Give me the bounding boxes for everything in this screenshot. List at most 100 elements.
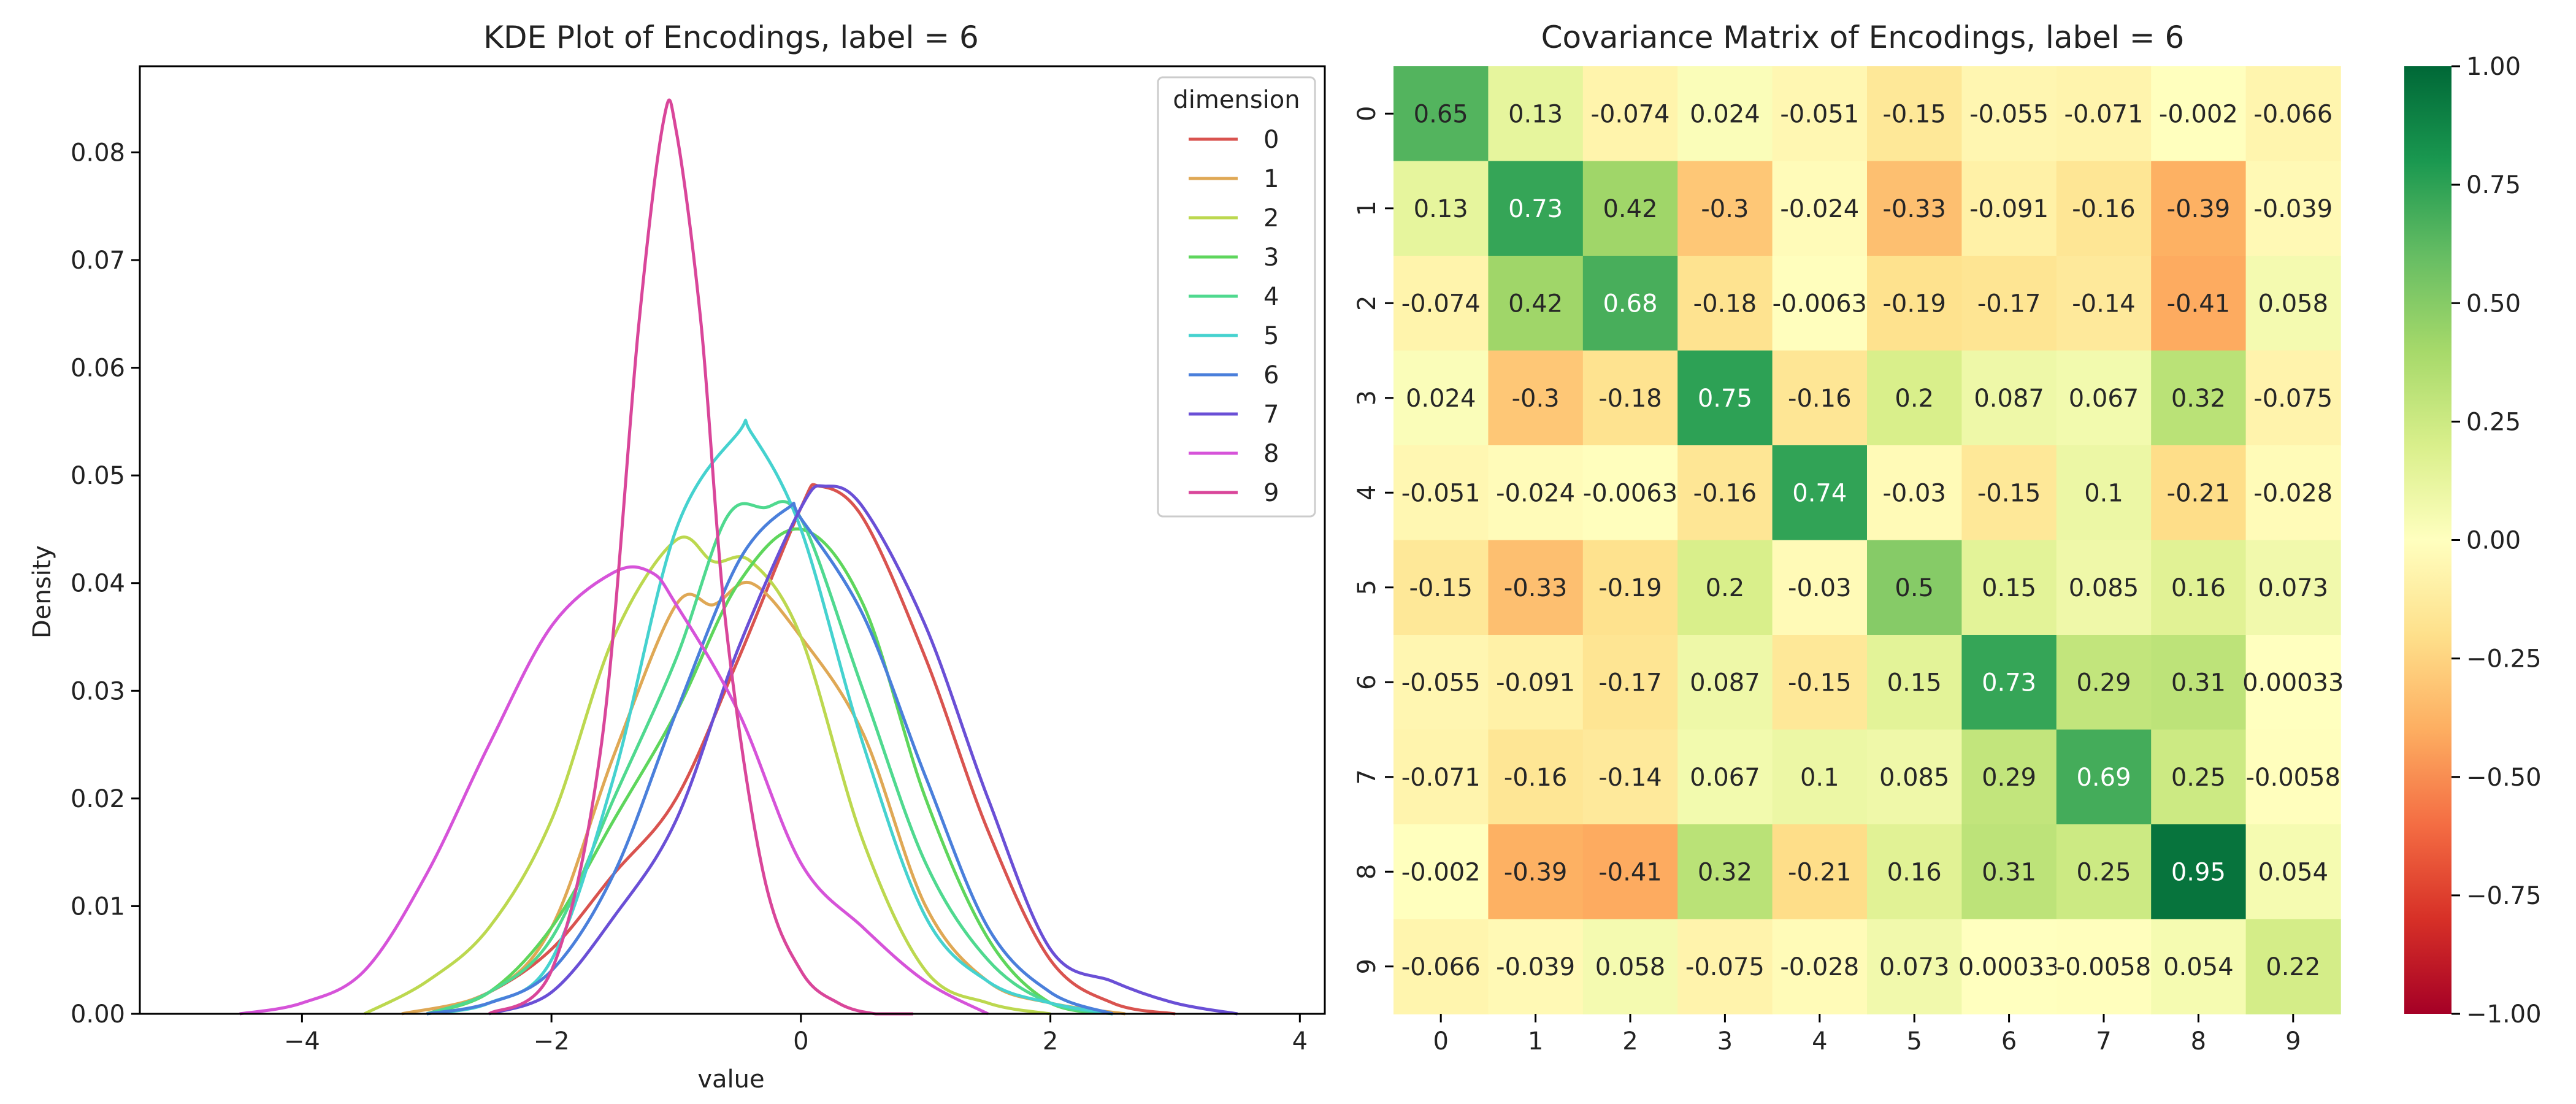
kde-plot: KDE Plot of Encodings, label = 6 value D… [28,20,1326,1094]
kde-y-tick-label: 0.01 [71,892,125,921]
heatmap-cell [2151,540,2247,635]
heatmap-x-tick-label: 2 [1622,1027,1638,1056]
heatmap-cell-label: 0.2 [1895,385,1934,413]
heatmap-cell [1961,824,2057,920]
heatmap-cell-label: 0.95 [2171,858,2226,886]
heatmap-cell-label: -0.066 [1401,953,1481,981]
heatmap-cell-label: -0.15 [1882,100,1946,128]
heatmap-cell [1582,824,1678,920]
heatmap-cell-label: 0.058 [1595,953,1666,981]
kde-curve-4 [426,500,1113,1016]
heatmap-cell [1867,824,1963,920]
kde-x-tick-label: −4 [284,1027,320,1056]
kde-legend-label-8: 8 [1263,440,1279,468]
heatmap-cell [1867,350,1963,446]
kde-y-tick-label: 0.06 [71,355,125,383]
kde-y-tick-label: 0.02 [71,785,125,813]
heatmap-cell-label: -0.075 [1685,953,1765,981]
heatmap-cell [2056,445,2152,541]
kde-legend-label-1: 1 [1263,165,1279,193]
heatmap-cell-label: -0.18 [1598,385,1662,413]
heatmap-cell [2151,824,2247,920]
heatmap-cell [2245,635,2341,730]
kde-legend-label-4: 4 [1263,283,1279,311]
heatmap-cell-label: -0.051 [1401,479,1481,507]
heatmap-cell [2056,66,2152,162]
heatmap-cell [1961,729,2057,825]
heatmap-cell-label: 0.31 [2171,669,2226,697]
heatmap-y-tick-label: 3 [1353,390,1381,405]
heatmap-cell-label: -0.0063 [1583,479,1677,507]
heatmap-cell-label: -0.41 [2167,289,2231,318]
heatmap-cell-label: -0.17 [1598,669,1662,697]
kde-y-tick-label: 0.04 [71,570,125,598]
kde-legend-label-9: 9 [1263,479,1279,507]
heatmap-cell-label: -0.091 [1969,195,2049,223]
heatmap-cell [1393,445,1489,541]
heatmap-cell [1772,256,1868,351]
colorbar-tick-label: −0.25 [2466,645,2542,673]
heatmap-x-tick-label: 0 [1433,1027,1448,1056]
heatmap-cell-label: 0.085 [1879,764,1950,792]
heatmap-cell [1867,161,1963,256]
kde-legend-label-5: 5 [1263,322,1279,350]
kde-y-axis-label: Density [28,545,56,638]
heatmap-cell-label: -0.002 [2159,100,2238,128]
heatmap-cell-label: 0.087 [1974,385,2044,413]
heatmap-cell [2056,540,2152,635]
heatmap-x-tick-label: 4 [1812,1027,1827,1056]
heatmap-cell [1961,256,2057,351]
heatmap-cell-label: 0.25 [2171,764,2226,792]
heatmap-cell [2245,729,2341,825]
heatmap-cell-label: 0.087 [1690,669,1760,697]
kde-legend-title: dimension [1173,86,1300,114]
heatmap-cell [2151,161,2247,256]
heatmap-cell-label: 0.067 [1690,764,1760,792]
heatmap-cell [1772,540,1868,635]
kde-x-tick-label: 4 [1292,1027,1308,1056]
heatmap-cell [1772,729,1868,825]
heatmap-cell [2056,635,2152,730]
heatmap-cell [1582,540,1678,635]
heatmap-cell-label: -0.14 [1598,764,1662,792]
heatmap-cell [1393,919,1489,1014]
heatmap-cell [1582,445,1678,541]
heatmap-cell-label: 0.00033 [2242,669,2344,697]
heatmap-cell [1867,66,1963,162]
heatmap-cell-label: 0.085 [2069,574,2139,602]
heatmap-cell-label: 0.1 [1800,764,1839,792]
heatmap-y-tick-label: 4 [1353,485,1381,500]
kde-y-tick-label: 0.07 [71,247,125,275]
heatmap-cell-label: -0.16 [1788,385,1852,413]
kde-curve-2 [363,535,1051,1016]
kde-curve-0 [426,483,1176,1016]
heatmap-cell [1582,729,1678,825]
heatmap-cell-label: -0.14 [2072,289,2136,318]
heatmap-cell [1961,350,2057,446]
heatmap-cell [2245,919,2341,1014]
kde-curves [239,98,1238,1016]
heatmap-cell [1582,161,1678,256]
heatmap-cell-label: 0.29 [2076,669,2131,697]
heatmap-cell [2056,256,2152,351]
heatmap-cell [2151,919,2247,1014]
heatmap-cell-label: 0.22 [2266,953,2320,981]
heatmap-cell-label: -0.039 [1496,953,1575,981]
heatmap-cell-label: 0.024 [1406,385,1476,413]
heatmap-cell-label: 0.42 [1603,195,1657,223]
kde-legend-label-6: 6 [1263,361,1279,389]
heatmap-cell [2245,350,2341,446]
heatmap-cell-label: 0.74 [1792,479,1847,507]
colorbar-tick-label: −0.75 [2466,882,2542,910]
heatmap-cell-label: -0.17 [1977,289,2041,318]
heatmap-cell-label: -0.074 [1401,289,1481,318]
heatmap-cell [1772,635,1868,730]
heatmap-y-tick-label: 2 [1353,296,1381,311]
colorbar-tick-label: 0.25 [2466,408,2521,436]
heatmap-cell-label: 0.15 [1982,574,2036,602]
heatmap-cell [1393,256,1489,351]
heatmap-cell [1867,540,1963,635]
heatmap-cell [2245,824,2341,920]
heatmap-cell [1772,919,1868,1014]
